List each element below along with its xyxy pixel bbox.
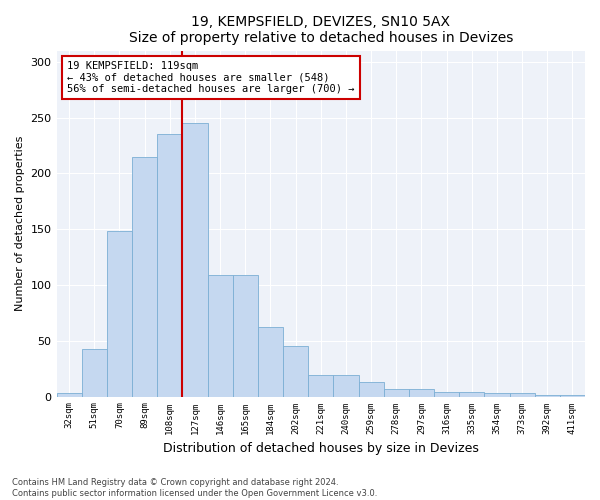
Y-axis label: Number of detached properties: Number of detached properties	[15, 136, 25, 311]
Text: Contains HM Land Registry data © Crown copyright and database right 2024.
Contai: Contains HM Land Registry data © Crown c…	[12, 478, 377, 498]
Bar	[132, 156, 157, 396]
Bar	[409, 388, 434, 396]
Bar	[157, 134, 182, 396]
Bar	[233, 275, 258, 396]
Bar	[56, 393, 82, 396]
Bar	[258, 328, 283, 396]
Bar	[334, 376, 359, 396]
Bar	[383, 388, 409, 396]
Bar	[434, 392, 459, 396]
Bar	[182, 123, 208, 396]
Bar	[308, 376, 334, 396]
Title: 19, KEMPSFIELD, DEVIZES, SN10 5AX
Size of property relative to detached houses i: 19, KEMPSFIELD, DEVIZES, SN10 5AX Size o…	[128, 15, 513, 45]
Bar	[208, 275, 233, 396]
Bar	[359, 382, 383, 396]
X-axis label: Distribution of detached houses by size in Devizes: Distribution of detached houses by size …	[163, 442, 479, 455]
Bar	[107, 232, 132, 396]
Bar	[509, 393, 535, 396]
Bar	[283, 346, 308, 397]
Bar	[459, 392, 484, 396]
Bar	[484, 393, 509, 396]
Text: 19 KEMPSFIELD: 119sqm
← 43% of detached houses are smaller (548)
56% of semi-det: 19 KEMPSFIELD: 119sqm ← 43% of detached …	[67, 61, 355, 94]
Bar	[82, 348, 107, 397]
